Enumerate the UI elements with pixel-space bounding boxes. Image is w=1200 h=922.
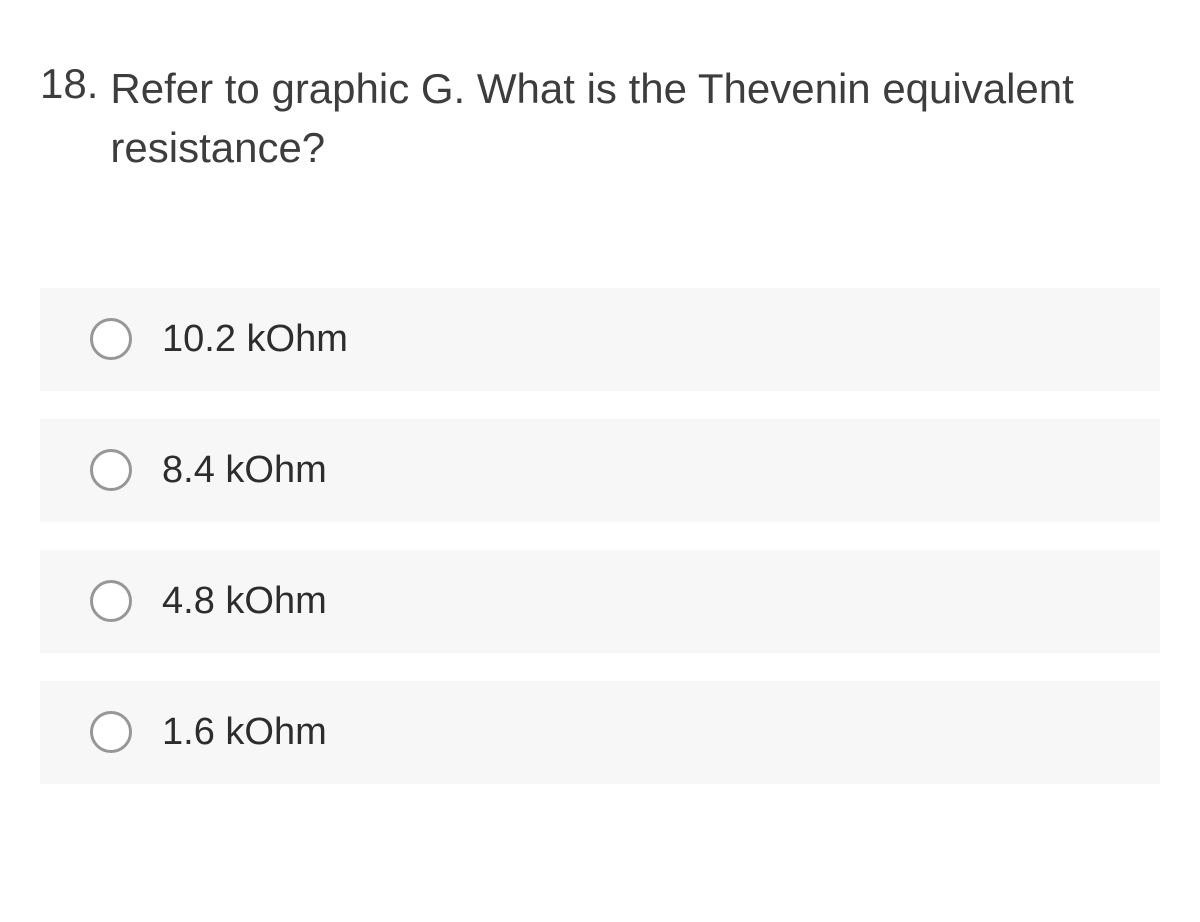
option-label: 10.2 kOhm xyxy=(162,318,348,361)
radio-icon[interactable] xyxy=(90,318,132,360)
option-row-1[interactable]: 10.2 kOhm xyxy=(40,288,1160,391)
option-label: 4.8 kOhm xyxy=(162,580,327,623)
question-text-row: 18. Refer to graphic G. What is the Thev… xyxy=(40,60,1160,178)
radio-icon[interactable] xyxy=(90,580,132,622)
option-row-4[interactable]: 1.6 kOhm xyxy=(40,681,1160,784)
question-body: Refer to graphic G. What is the Thevenin… xyxy=(110,60,1160,178)
radio-icon[interactable] xyxy=(90,449,132,491)
radio-icon[interactable] xyxy=(90,711,132,753)
option-row-3[interactable]: 4.8 kOhm xyxy=(40,550,1160,653)
option-row-2[interactable]: 8.4 kOhm xyxy=(40,419,1160,522)
option-label: 1.6 kOhm xyxy=(162,711,327,754)
option-label: 8.4 kOhm xyxy=(162,449,327,492)
options-container: 10.2 kOhm 8.4 kOhm 4.8 kOhm 1.6 kOhm xyxy=(40,288,1160,784)
question-number: 18. xyxy=(40,60,98,108)
question-container: 18. Refer to graphic G. What is the Thev… xyxy=(40,60,1160,784)
